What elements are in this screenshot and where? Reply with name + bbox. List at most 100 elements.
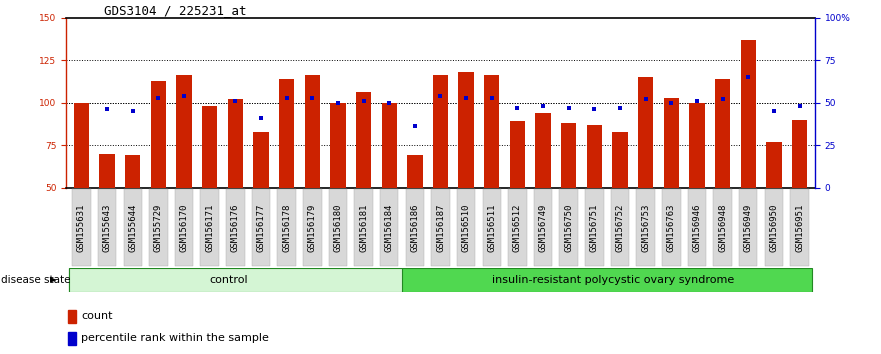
- Point: [690, 98, 704, 104]
- Text: ▶: ▶: [50, 275, 56, 285]
- Text: control: control: [210, 275, 248, 285]
- Text: GSM156179: GSM156179: [307, 203, 317, 252]
- FancyBboxPatch shape: [765, 189, 783, 266]
- Bar: [561, 123, 576, 188]
- Text: count: count: [81, 312, 113, 321]
- Text: GSM156177: GSM156177: [256, 203, 265, 252]
- Bar: [100, 154, 115, 188]
- Point: [639, 96, 653, 102]
- Text: GSM156187: GSM156187: [436, 203, 445, 252]
- FancyBboxPatch shape: [790, 189, 809, 266]
- FancyBboxPatch shape: [739, 189, 758, 266]
- FancyBboxPatch shape: [585, 189, 603, 266]
- FancyBboxPatch shape: [432, 189, 449, 266]
- Bar: [741, 40, 756, 188]
- Point: [305, 95, 319, 101]
- FancyBboxPatch shape: [72, 189, 91, 266]
- Text: GSM155631: GSM155631: [77, 203, 86, 252]
- Bar: [663, 98, 679, 188]
- Point: [228, 98, 242, 104]
- FancyBboxPatch shape: [329, 189, 347, 266]
- Point: [331, 100, 345, 105]
- Bar: [69, 310, 77, 323]
- Point: [510, 105, 524, 110]
- Text: GSM156178: GSM156178: [282, 203, 291, 252]
- FancyBboxPatch shape: [714, 189, 732, 266]
- Text: GSM156184: GSM156184: [385, 203, 394, 252]
- FancyBboxPatch shape: [174, 189, 193, 266]
- FancyBboxPatch shape: [303, 189, 322, 266]
- Bar: [279, 79, 294, 188]
- Text: GSM156186: GSM156186: [411, 203, 419, 252]
- Bar: [510, 121, 525, 188]
- Point: [408, 124, 422, 129]
- Text: GSM156180: GSM156180: [333, 203, 343, 252]
- Bar: [125, 155, 140, 188]
- FancyBboxPatch shape: [688, 189, 707, 266]
- Text: GSM156752: GSM156752: [616, 203, 625, 252]
- FancyBboxPatch shape: [201, 189, 218, 266]
- FancyBboxPatch shape: [611, 189, 629, 266]
- Text: GSM156171: GSM156171: [205, 203, 214, 252]
- Bar: [587, 125, 602, 188]
- Bar: [766, 142, 781, 188]
- Text: GSM156749: GSM156749: [538, 203, 548, 252]
- Text: GSM155729: GSM155729: [154, 203, 163, 252]
- Bar: [792, 120, 807, 188]
- Bar: [433, 75, 448, 188]
- Point: [664, 100, 678, 105]
- Text: GSM156751: GSM156751: [590, 203, 599, 252]
- Point: [433, 93, 448, 99]
- FancyBboxPatch shape: [457, 189, 476, 266]
- Text: disease state: disease state: [1, 275, 70, 285]
- FancyBboxPatch shape: [405, 189, 424, 266]
- Point: [485, 95, 499, 101]
- Point: [588, 107, 602, 112]
- FancyBboxPatch shape: [123, 189, 142, 266]
- FancyBboxPatch shape: [483, 189, 501, 266]
- Text: GSM156510: GSM156510: [462, 203, 470, 252]
- Point: [177, 93, 191, 99]
- Text: GSM155644: GSM155644: [129, 203, 137, 252]
- Point: [126, 108, 140, 114]
- Text: GSM156750: GSM156750: [564, 203, 574, 252]
- Text: GSM156511: GSM156511: [487, 203, 496, 252]
- Text: GSM156170: GSM156170: [180, 203, 189, 252]
- FancyBboxPatch shape: [663, 189, 680, 266]
- Text: GSM156753: GSM156753: [641, 203, 650, 252]
- Text: GSM156176: GSM156176: [231, 203, 240, 252]
- FancyBboxPatch shape: [278, 189, 296, 266]
- Text: GSM156763: GSM156763: [667, 203, 676, 252]
- Point: [766, 108, 781, 114]
- Point: [152, 95, 166, 101]
- Bar: [714, 79, 730, 188]
- FancyBboxPatch shape: [354, 189, 373, 266]
- Bar: [151, 81, 167, 188]
- Bar: [536, 113, 551, 188]
- Bar: [689, 103, 705, 188]
- Point: [715, 96, 729, 102]
- Bar: [305, 75, 320, 188]
- Bar: [227, 99, 243, 188]
- Bar: [407, 155, 423, 188]
- FancyBboxPatch shape: [149, 189, 167, 266]
- FancyBboxPatch shape: [534, 189, 552, 266]
- Point: [100, 107, 115, 112]
- Text: GSM156946: GSM156946: [692, 203, 701, 252]
- Bar: [612, 132, 627, 188]
- Text: GSM156951: GSM156951: [795, 203, 804, 252]
- Bar: [202, 106, 218, 188]
- Bar: [638, 77, 654, 188]
- FancyBboxPatch shape: [508, 189, 527, 266]
- Point: [793, 103, 807, 109]
- Text: insulin-resistant polycystic ovary syndrome: insulin-resistant polycystic ovary syndr…: [492, 275, 735, 285]
- Text: GSM156949: GSM156949: [744, 203, 752, 252]
- FancyBboxPatch shape: [69, 268, 812, 292]
- Point: [459, 95, 473, 101]
- Point: [382, 100, 396, 105]
- Point: [613, 105, 627, 110]
- Point: [254, 115, 268, 121]
- FancyBboxPatch shape: [98, 189, 116, 266]
- FancyBboxPatch shape: [636, 189, 655, 266]
- FancyBboxPatch shape: [559, 189, 578, 266]
